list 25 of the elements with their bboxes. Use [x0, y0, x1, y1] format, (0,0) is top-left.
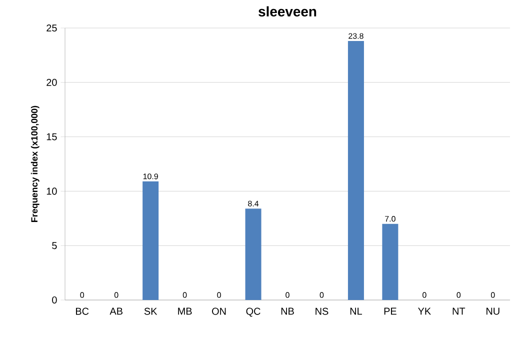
bar — [245, 208, 262, 300]
y-tick-label: 10 — [46, 188, 57, 195]
bar — [382, 224, 398, 300]
x-tick-label: NU — [486, 308, 500, 315]
x-tick-label: NT — [452, 308, 466, 315]
x-tick-label: QC — [246, 308, 260, 317]
x-tick-label: NS — [316, 308, 328, 315]
x-tick-label: AB — [110, 308, 122, 315]
x-tick-label: NB — [281, 308, 294, 315]
x-tick-label: PE — [384, 308, 396, 315]
x-tick-label: ON — [212, 308, 226, 315]
y-tick-label: 25 — [46, 24, 57, 32]
bar — [348, 41, 364, 300]
chart-title: sleeveen — [258, 6, 316, 17]
y-tick-label: 5 — [52, 242, 57, 250]
x-tick-label: BC — [76, 308, 89, 315]
x-tick-label: NL — [350, 308, 362, 315]
bar — [142, 181, 159, 300]
x-tick-label: MB — [178, 308, 192, 315]
y-axis-title: Frequency index (x100,000) — [30, 106, 40, 222]
x-tick-label: SK — [144, 308, 158, 315]
y-tick-label: 20 — [46, 78, 57, 86]
x-tick-label: YK — [418, 308, 431, 315]
y-tick-label: 0 — [52, 296, 57, 304]
y-tick-label: 15 — [46, 133, 57, 140]
